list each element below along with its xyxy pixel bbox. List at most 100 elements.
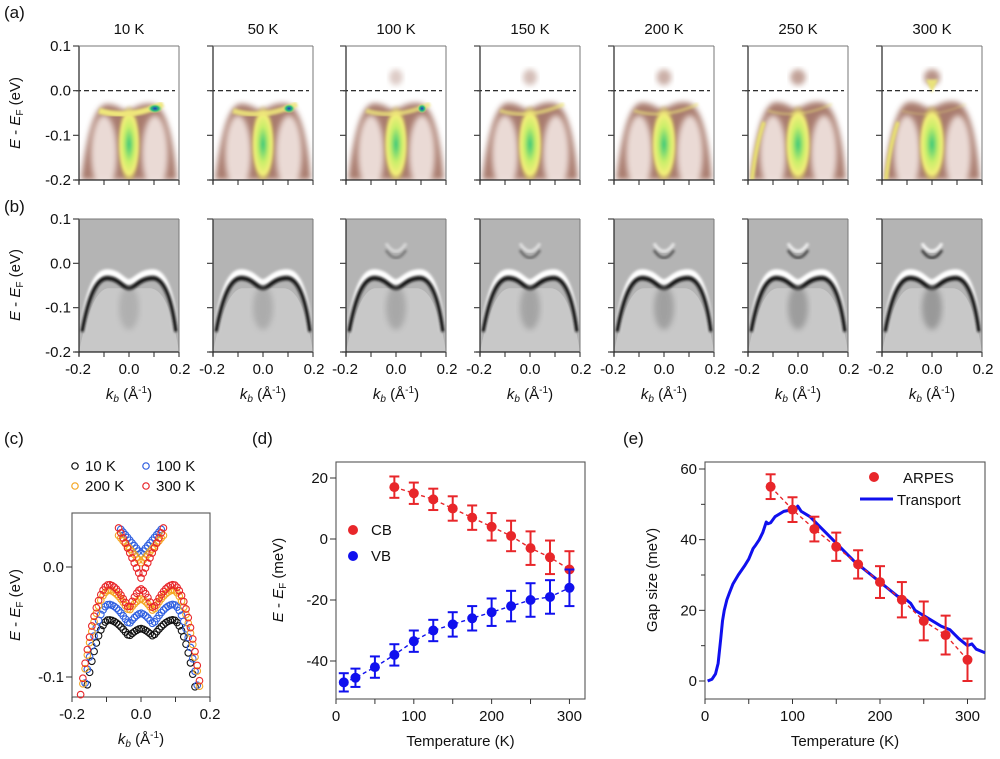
x-axis-title: kb (Å-1)	[507, 385, 553, 405]
y-axis-title: E - EF (eV)	[7, 249, 26, 321]
legend-marker-arpes	[869, 472, 879, 482]
y-title-unit: (eV)	[7, 77, 24, 110]
data-point	[150, 544, 159, 552]
data-point	[408, 488, 419, 499]
arpes-map-200k: 200 K	[608, 21, 715, 185]
data-point	[81, 664, 89, 673]
y-title-ef: E	[270, 588, 287, 599]
inner-light-left	[358, 115, 384, 180]
temperature-title: 250 K	[778, 21, 817, 38]
y-tick-label: 20	[311, 470, 328, 487]
data-point	[157, 622, 166, 631]
x-title-sup: -1	[807, 385, 816, 396]
vb-top-yellow	[767, 102, 833, 116]
x-tick-label: 0.2	[200, 706, 221, 723]
map-image	[213, 219, 313, 352]
inner-light-right	[677, 115, 703, 180]
data-point	[787, 504, 798, 515]
y-title-minus: -	[7, 126, 24, 139]
y-title-minus: -	[7, 298, 24, 311]
data-point	[159, 524, 168, 532]
arpes-map-250k: 250 K	[742, 21, 849, 185]
data-point	[191, 653, 199, 661]
data-point	[159, 531, 168, 540]
data-point	[130, 559, 139, 567]
y-tick-label: 60	[680, 461, 697, 478]
legend-marker	[142, 482, 150, 490]
x-axis-title: Temperature (K)	[406, 733, 514, 750]
x-tick-label: 0.2	[973, 361, 994, 378]
band-white-halo	[882, 269, 982, 333]
x-axis-title: kb (Å-1)	[106, 385, 152, 405]
x-title-sub: b	[514, 394, 520, 405]
cb-yellow	[926, 79, 938, 93]
data-point	[193, 667, 202, 675]
x-title-sup: -1	[539, 385, 548, 396]
y-tick-label: 0.1	[50, 211, 71, 228]
data-point	[114, 606, 123, 615]
x-tick-label: 0.2	[705, 361, 726, 378]
x-tick-label: 0.2	[304, 361, 325, 378]
band-white-halo	[213, 269, 313, 333]
curvature-map-200k: -0.2 0.0 0.2 kb (Å-1)	[600, 218, 726, 405]
data-point	[896, 594, 907, 605]
series-cb	[389, 475, 575, 589]
y-title-e: E	[7, 310, 24, 321]
vb-top-yellow	[901, 103, 967, 115]
data-point	[144, 614, 152, 622]
x-tick-label: 0	[332, 708, 340, 725]
data-point	[175, 586, 184, 595]
data-point	[110, 602, 119, 611]
data-point	[875, 577, 885, 588]
x-title-unit: (Å	[253, 386, 272, 403]
x-tick-label: 100	[780, 708, 805, 725]
legend-marker-cb	[348, 525, 358, 535]
band-white-halo	[480, 269, 580, 333]
curvature-map-150k: -0.2 0.0 0.2 kb (Å-1)	[466, 218, 591, 405]
cb-arc-white	[384, 242, 408, 253]
x-title-k: k	[106, 386, 115, 403]
data-point	[467, 512, 478, 523]
data-point	[139, 569, 148, 577]
data-point	[486, 607, 497, 618]
data-point	[121, 539, 130, 547]
y-title-minus: -	[7, 618, 24, 631]
x-title-sup: -1	[673, 385, 682, 396]
data-point	[389, 482, 400, 493]
legend-label: 300 K	[156, 478, 195, 495]
band-white-halo	[748, 269, 848, 333]
panel-e-gap-size: 0 100 200 300 0 20 40 60 Temperature (K) Gap size…	[644, 461, 986, 750]
data-point	[184, 633, 193, 642]
band-white-halo	[346, 269, 446, 333]
y-title-e: E	[270, 611, 287, 622]
data-point	[103, 581, 112, 589]
map-image	[614, 219, 714, 352]
data-point	[186, 623, 195, 632]
data-point	[159, 606, 168, 614]
core-intensity	[250, 104, 276, 180]
legend-marker	[71, 462, 79, 470]
x-title-sup: -1	[405, 385, 414, 396]
legend-label-vb: VB	[371, 548, 391, 565]
data-point	[153, 627, 161, 636]
x-title-sub: b	[782, 394, 788, 405]
data-point	[389, 649, 400, 660]
legend-label: 10 K	[85, 458, 116, 475]
left-branch-yellow	[750, 121, 766, 180]
panel-label-e: (e)	[623, 429, 644, 448]
x-tick-label: 0.0	[520, 361, 541, 378]
x-title-unit: (Å	[654, 386, 673, 403]
data-point	[141, 589, 150, 598]
y-tick-label: 0.0	[50, 255, 71, 272]
data-point	[179, 603, 188, 611]
core-intensity	[517, 104, 543, 180]
cb-arc-dark	[384, 249, 408, 260]
x-title-k: k	[118, 731, 127, 748]
hotspot	[417, 103, 427, 114]
data-point	[188, 640, 197, 649]
data-point	[170, 581, 179, 590]
panel-c-dispersion: -0.2 0.0 0.20.0-0.1kb (Å-1)E - EF (eV)10 K…	[7, 458, 220, 750]
data-point	[148, 549, 157, 557]
map-image	[480, 46, 580, 180]
